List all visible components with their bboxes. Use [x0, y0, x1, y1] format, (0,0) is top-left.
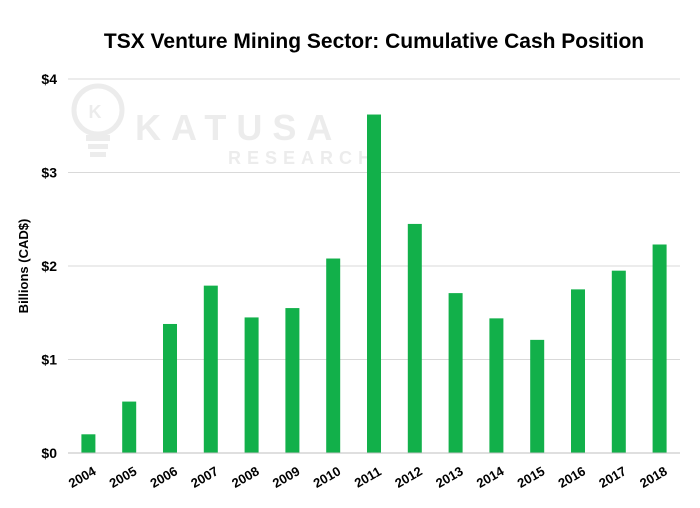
watermark-subtitle: RESEARCH: [228, 148, 377, 168]
x-tick-label: 2013: [433, 463, 466, 490]
x-tick-label: 2018: [637, 463, 670, 490]
lightbulb-logo-icon: K: [71, 83, 125, 157]
bar-2004: [81, 434, 96, 453]
watermark-logo-letter: K: [89, 102, 108, 122]
chart-title: TSX Venture Mining Sector: Cumulative Ca…: [104, 30, 644, 53]
bar-2017: [611, 270, 626, 453]
bar-2009: [285, 308, 300, 453]
y-axis-label: Billions (CAD$): [16, 219, 31, 314]
bar-2015: [530, 339, 545, 453]
x-tick-labels: 2004 2005 2006 2007 2008 2009 2010 2011 2012 2013…: [66, 463, 670, 491]
x-tick-label: 2006: [147, 463, 180, 490]
bar-2007: [203, 285, 218, 453]
x-tick-label: 2017: [596, 463, 629, 490]
bar-2018: [652, 244, 667, 453]
y-tick-label: $4: [41, 71, 57, 87]
y-tick-label: $2: [41, 258, 57, 274]
x-tick-label: 2004: [66, 463, 99, 491]
x-tick-label: 2015: [515, 463, 548, 490]
x-tick-label: 2016: [555, 463, 588, 490]
x-tick-label: 2010: [311, 463, 344, 490]
x-tick-label: 2008: [229, 463, 262, 490]
bar-2012: [407, 223, 422, 453]
bar-2006: [163, 323, 177, 453]
x-tick-label: 2011: [352, 464, 384, 491]
bar-2016: [571, 289, 585, 453]
y-tick-label: $0: [41, 445, 57, 461]
x-tick-label: 2014: [474, 463, 507, 491]
bar-2005: [122, 401, 137, 453]
bar-2014: [489, 318, 504, 453]
watermark-brand: KATUSA: [135, 107, 342, 148]
y-tick-label: $1: [41, 352, 57, 368]
y-tick-label: $3: [41, 165, 57, 181]
bar-2008: [244, 317, 259, 453]
bar-2010: [326, 258, 341, 453]
x-tick-label: 2007: [188, 463, 221, 490]
bar-2013: [448, 293, 463, 453]
katusa-watermark: K KATUSA RESEARCH: [71, 83, 377, 168]
x-tick-label: 2005: [107, 463, 140, 490]
x-tick-label: 2012: [392, 463, 425, 490]
bar-2011: [367, 114, 381, 453]
y-tick-labels: $0 $1 $2 $3 $4: [41, 71, 57, 461]
x-tick-label: 2009: [270, 463, 303, 490]
bars: [81, 114, 667, 453]
